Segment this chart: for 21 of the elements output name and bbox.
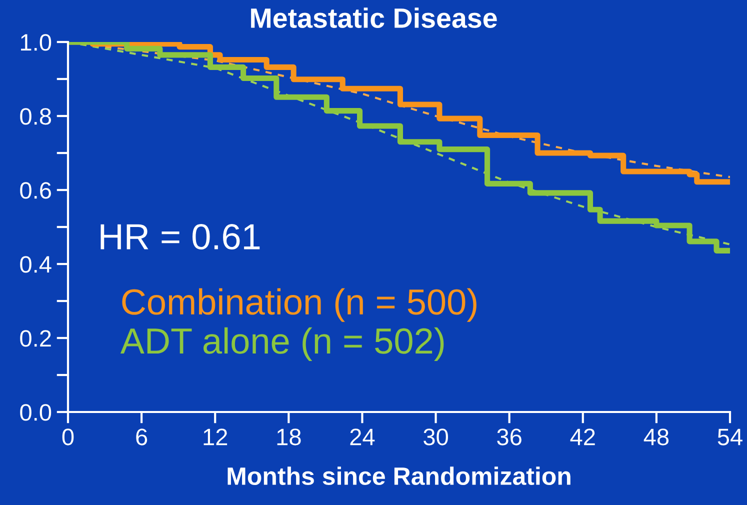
x-tick-label: 54 [718,428,742,446]
x-tick-label: 24 [350,428,375,446]
y-tick-label: 0.4 [20,256,52,273]
x-tick-label: 48 [644,428,669,446]
y-tick-label: 0.8 [20,108,52,125]
x-tick-label: 12 [204,428,228,446]
x-tick-label: 6 [136,428,148,446]
y-tick-label: 0.6 [20,182,51,199]
x-tick-label: 42 [570,428,595,446]
annotation: HR = 0.61 [100,224,260,250]
x-tick-label: 36 [497,428,522,446]
y-tick-label: 0.0 [20,404,52,421]
x-tick-label: 30 [424,428,448,446]
chart-title: Metastatic Disease [251,8,497,28]
text: Combination (n = 500) [122,288,476,322]
x-tick-label: 18 [277,428,301,446]
text: ADT alone (n = 502) [120,327,444,361]
x-tick-label: 0 [62,428,74,446]
x-axis-title: Months since Randomization [228,466,570,486]
y-tick-label: 0.2 [20,330,51,347]
y-tick-label: 1.0 [21,34,52,51]
